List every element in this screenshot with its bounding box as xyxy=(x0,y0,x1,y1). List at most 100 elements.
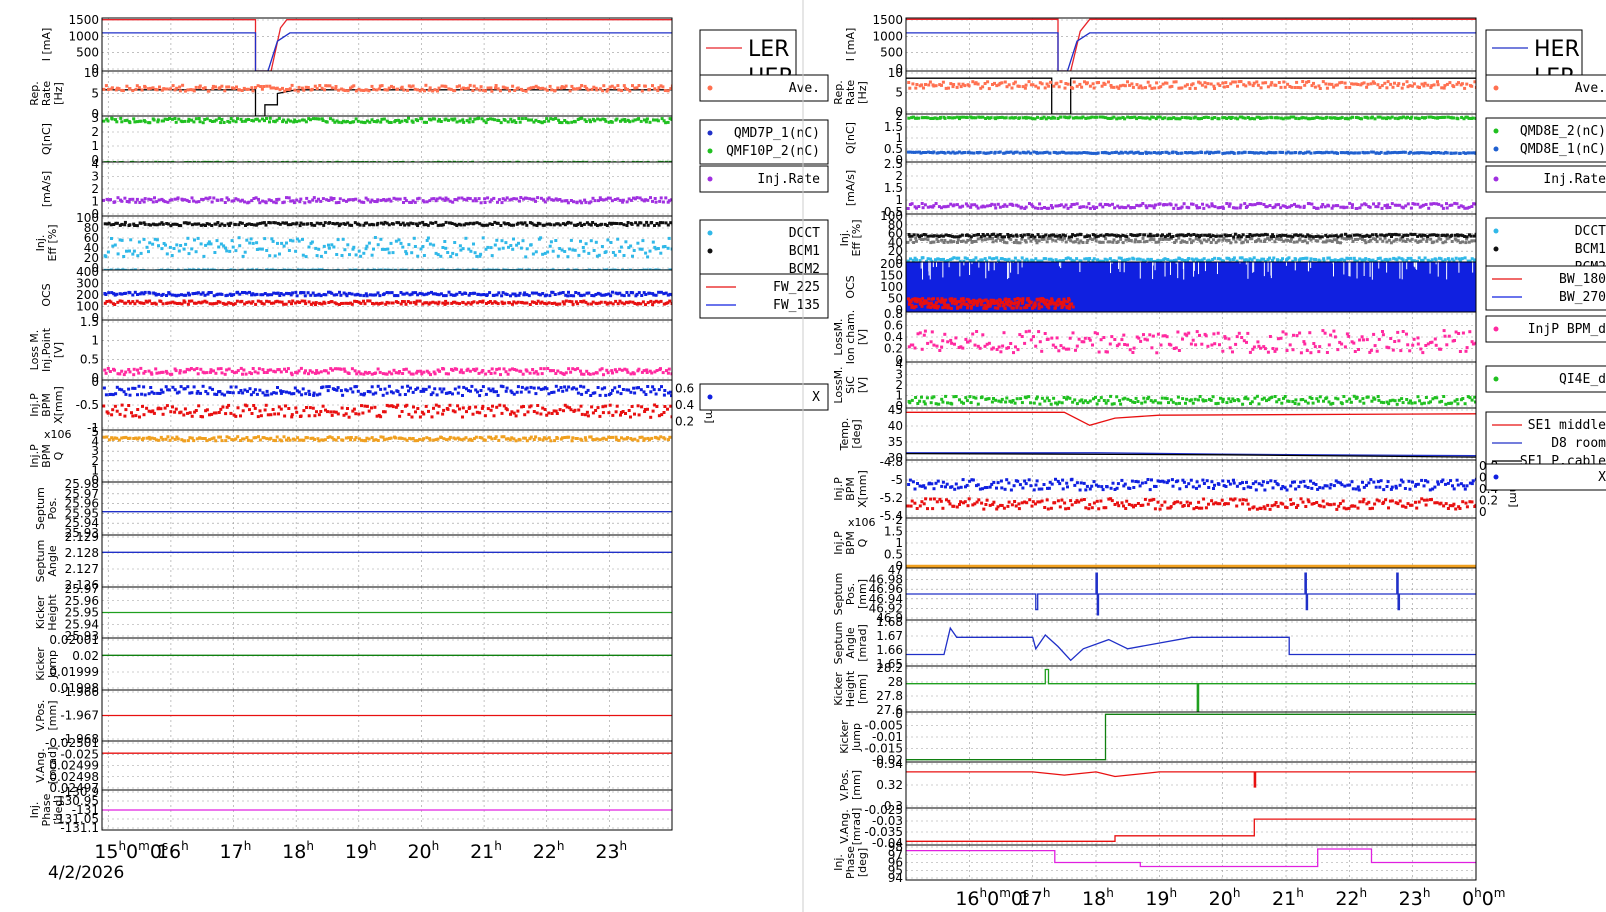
data-point xyxy=(512,300,516,304)
data-point xyxy=(1270,151,1274,155)
data-point xyxy=(649,415,653,419)
data-point xyxy=(219,407,223,411)
data-point xyxy=(645,268,649,270)
series-points xyxy=(102,83,672,93)
legend-swatch-dot xyxy=(707,266,713,272)
data-point xyxy=(107,221,111,225)
data-point xyxy=(187,299,191,303)
data-point xyxy=(439,254,443,258)
data-point xyxy=(1047,206,1051,210)
data-point xyxy=(947,86,950,90)
data-point xyxy=(530,300,534,304)
data-point xyxy=(474,199,478,203)
data-point xyxy=(190,247,194,251)
data-point xyxy=(1027,80,1031,84)
data-point xyxy=(232,86,236,90)
data-point xyxy=(528,371,532,375)
y-tick-label: 1.5 xyxy=(884,181,903,195)
data-point xyxy=(203,299,207,303)
data-point xyxy=(1324,82,1328,86)
data-point xyxy=(215,239,219,243)
data-point xyxy=(1313,85,1317,89)
data-point xyxy=(145,300,149,304)
data-point xyxy=(651,303,655,307)
data-point xyxy=(259,300,263,304)
data-point xyxy=(1204,85,1208,89)
data-point xyxy=(536,86,540,90)
data-point xyxy=(282,118,286,122)
data-point xyxy=(208,196,212,200)
data-point xyxy=(195,437,199,441)
data-point xyxy=(310,223,314,227)
data-point xyxy=(148,291,152,295)
data-point xyxy=(986,204,989,208)
data-point xyxy=(669,390,672,394)
data-point xyxy=(194,117,198,121)
data-point xyxy=(365,244,369,248)
data-point xyxy=(297,119,301,123)
data-point xyxy=(325,198,329,202)
data-point xyxy=(602,373,605,377)
data-point xyxy=(957,82,961,86)
data-point xyxy=(426,223,430,227)
data-point xyxy=(620,293,624,297)
data-point xyxy=(1141,202,1145,205)
data-point xyxy=(429,373,432,377)
data-point xyxy=(219,268,223,270)
data-point xyxy=(496,302,500,306)
data-point xyxy=(465,268,469,270)
data-point xyxy=(408,200,412,204)
data-point xyxy=(933,116,937,120)
data-point xyxy=(400,85,404,89)
data-point xyxy=(1312,116,1316,120)
data-point xyxy=(502,404,506,408)
data-point xyxy=(545,88,549,92)
data-point xyxy=(214,411,218,415)
data-point xyxy=(257,435,260,439)
data-point xyxy=(109,198,112,202)
data-point xyxy=(547,119,551,123)
data-point xyxy=(276,291,280,295)
data-point xyxy=(422,412,426,416)
data-point xyxy=(1356,116,1360,120)
data-point xyxy=(370,436,374,440)
data-point xyxy=(242,368,246,372)
data-point xyxy=(132,437,136,440)
y-axis-label: [V] xyxy=(52,342,65,358)
data-point xyxy=(396,197,400,201)
data-point xyxy=(238,221,242,225)
data-point xyxy=(136,293,139,296)
data-point xyxy=(1004,116,1008,120)
data-point xyxy=(263,408,267,412)
data-point xyxy=(1363,115,1367,119)
data-point xyxy=(1221,116,1225,120)
legend-label: HER xyxy=(1534,37,1580,62)
data-point xyxy=(639,221,643,225)
data-point xyxy=(420,292,424,296)
data-point xyxy=(949,202,953,206)
data-point xyxy=(409,85,413,89)
data-point xyxy=(488,200,492,204)
data-point xyxy=(522,293,526,297)
data-point xyxy=(365,436,369,440)
data-point xyxy=(1348,86,1352,89)
data-point xyxy=(239,389,243,392)
data-point xyxy=(205,408,209,412)
legend-swatch-dot xyxy=(1493,146,1499,152)
data-point xyxy=(304,85,308,89)
data-point xyxy=(480,117,484,121)
data-point xyxy=(534,370,538,374)
data-point xyxy=(442,408,446,412)
data-point xyxy=(1038,81,1042,85)
data-point xyxy=(406,88,410,92)
data-point xyxy=(591,221,595,224)
data-point xyxy=(670,302,672,305)
data-point xyxy=(337,303,341,306)
data-point xyxy=(1077,116,1081,120)
data-point xyxy=(253,388,257,392)
data-point xyxy=(359,301,363,305)
data-point xyxy=(137,371,141,375)
data-point xyxy=(535,291,539,295)
data-point xyxy=(387,197,391,201)
data-point xyxy=(236,198,240,202)
